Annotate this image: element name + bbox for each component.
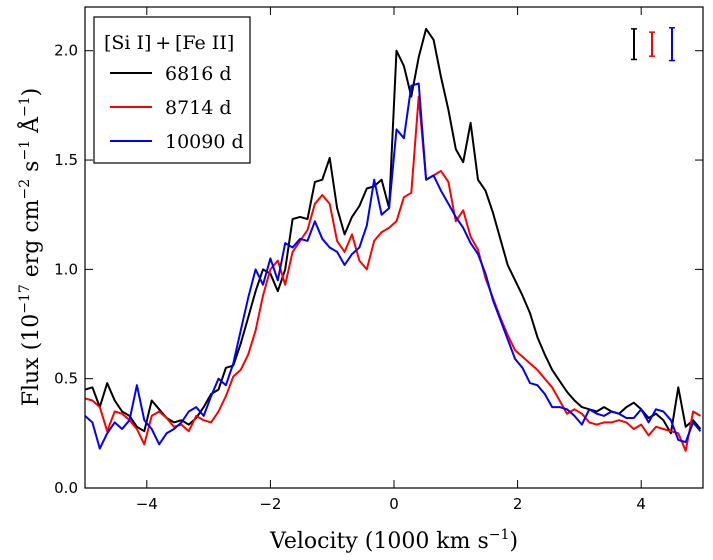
legend-box xyxy=(93,16,251,164)
y-tick-label: 1.5 xyxy=(54,151,78,169)
y-tick-label: 2.0 xyxy=(54,42,78,60)
y-tick-label: 0.5 xyxy=(54,370,78,388)
series-layer xyxy=(84,27,702,452)
x-tick-label: 0 xyxy=(389,495,399,513)
axis-ticks: −4 −2 0 2 4 0.0 0.5 1.0 1.5 2.0 xyxy=(54,7,703,513)
series-line-6816-d xyxy=(84,27,702,435)
y-axis-label: Flux (10−17 erg cm−2 s−1 Å−1) xyxy=(16,88,44,407)
x-tick-label: −4 xyxy=(136,495,158,513)
x-axis-label: Velocity (1000 km s−1) xyxy=(269,527,518,554)
x-tick-label: 2 xyxy=(513,495,523,513)
legend-label-6816: 6816 d xyxy=(165,63,232,85)
series-line-8714-d xyxy=(84,95,702,452)
error-bars xyxy=(631,27,675,62)
series-line-10090-d xyxy=(84,82,702,450)
legend-label-10090: 10090 d xyxy=(165,131,244,153)
y-tick-label: 0.0 xyxy=(54,479,78,497)
x-tick-label: 4 xyxy=(636,495,646,513)
legend: [Si I] + [Fe II] 6816 d 8714 d 10090 d xyxy=(93,16,251,164)
legend-label-8714: 8714 d xyxy=(165,97,232,119)
error-bar-10090-d xyxy=(669,27,675,62)
error-bar-6816-d xyxy=(631,28,637,61)
error-bar-8714-d xyxy=(649,31,655,57)
x-tick-label: −2 xyxy=(259,495,281,513)
y-tick-label: 1.0 xyxy=(54,260,78,278)
legend-title: [Si I] + [Fe II] xyxy=(104,32,234,54)
